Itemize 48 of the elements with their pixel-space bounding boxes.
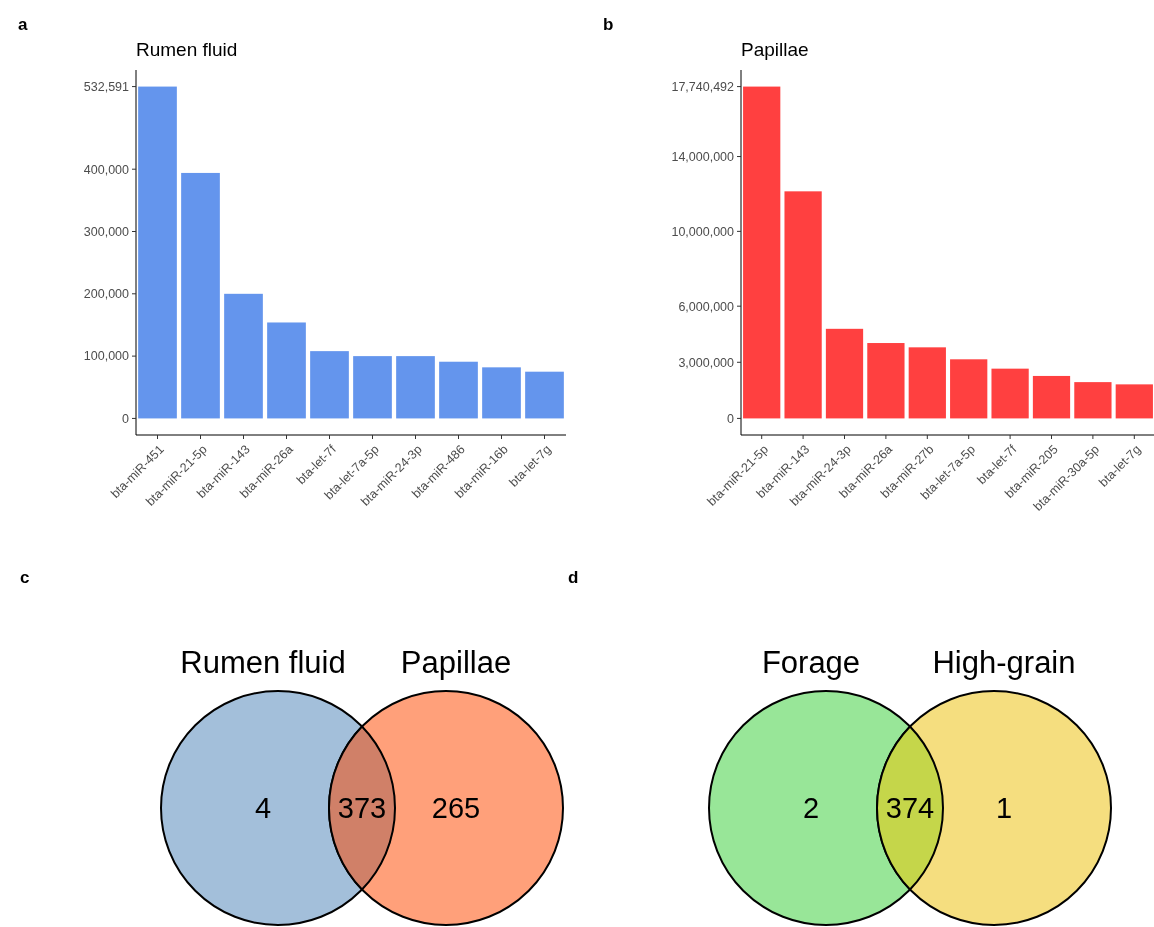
category-label: Rumen fluid	[180, 645, 346, 680]
bar	[825, 328, 864, 419]
bar	[138, 86, 177, 419]
bar	[439, 361, 478, 419]
y-tick-label: 532,591	[83, 79, 130, 94]
text: a	[18, 15, 28, 34]
bar	[908, 347, 946, 419]
text: d	[568, 568, 579, 587]
chart-title: Papillae	[741, 39, 809, 60]
bar	[353, 356, 392, 419]
y-tick-label: 10,000,000	[671, 224, 735, 239]
y-tick-label: 300,000	[83, 224, 130, 239]
bar	[267, 322, 306, 419]
bar	[181, 172, 220, 419]
category-label: Papillae	[400, 645, 512, 680]
bar	[224, 293, 263, 419]
y-tick-label: 3,000,000	[678, 355, 735, 370]
data-label: 4	[254, 792, 272, 825]
text: c	[20, 568, 30, 587]
bar	[310, 351, 349, 419]
bar	[743, 86, 781, 419]
bar	[1115, 384, 1153, 419]
y-tick-label: 6,000,000	[678, 299, 735, 314]
category-label: Forage	[761, 645, 861, 680]
text: b	[603, 15, 614, 34]
bar	[1074, 382, 1112, 419]
data-label: 374	[885, 792, 935, 825]
bar	[991, 368, 1029, 419]
y-tick-label: 0	[122, 411, 130, 426]
data-label: 2	[802, 792, 820, 825]
chart-title: Rumen fluid	[136, 39, 238, 60]
data-label: 373	[337, 792, 387, 825]
bar	[396, 356, 435, 419]
category-label: High-grain	[932, 645, 1076, 680]
bar	[950, 359, 988, 419]
bar	[1032, 375, 1071, 419]
data-label: 1	[995, 792, 1013, 825]
y-tick-label: 14,000,000	[671, 149, 735, 164]
data-label: 265	[431, 792, 481, 825]
bar	[525, 371, 564, 419]
y-tick-label: 200,000	[83, 287, 130, 302]
y-tick-label: 0	[727, 411, 735, 426]
y-tick-label: 400,000	[83, 162, 130, 177]
y-tick-label: 100,000	[83, 349, 130, 364]
bar	[867, 343, 905, 419]
y-tick-label: 17,740,492	[671, 79, 735, 94]
bar	[482, 367, 521, 419]
bar	[784, 191, 822, 419]
